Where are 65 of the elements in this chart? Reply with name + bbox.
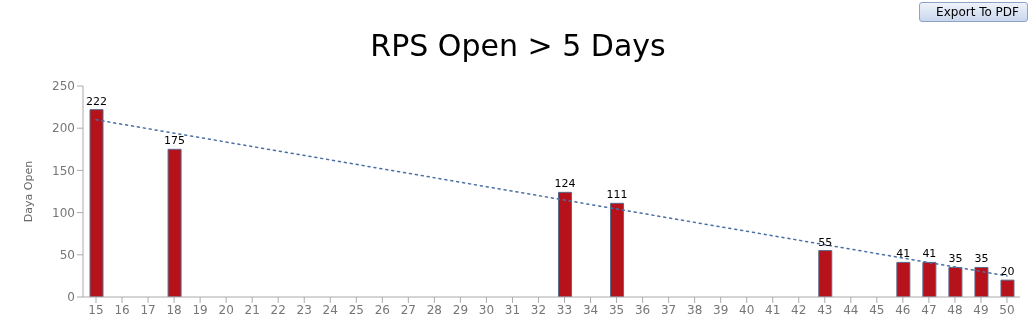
x-tick-label: 46 — [895, 302, 911, 317]
x-tick-label: 26 — [374, 302, 390, 317]
y-tick-label: 0 — [67, 290, 75, 305]
x-tick-label: 15 — [88, 302, 104, 317]
x-tick-label: 41 — [765, 302, 781, 317]
x-tick-label: 22 — [270, 302, 286, 317]
y-axis-title: Daya Open — [21, 160, 35, 223]
y-tick-label: 100 — [52, 205, 75, 220]
x-tick-label: 23 — [296, 302, 312, 317]
x-tick-label: 17 — [140, 302, 156, 317]
x-tick-label: 16 — [114, 302, 130, 317]
bar — [948, 266, 963, 297]
x-tick-label: 38 — [687, 302, 703, 317]
bar — [922, 261, 937, 297]
bar — [1000, 279, 1015, 297]
data-label: 124 — [554, 177, 576, 191]
x-tick-label: 20 — [218, 302, 234, 317]
x-tick-label: 45 — [869, 302, 885, 317]
x-tick-label: 48 — [947, 302, 963, 317]
x-tick-label: 36 — [634, 302, 651, 317]
x-tick-label: 39 — [713, 302, 729, 317]
x-tick-label: 21 — [244, 302, 260, 317]
y-tick-label: 200 — [52, 121, 75, 136]
x-tick-label: 47 — [921, 302, 937, 317]
x-tick-label: 35 — [608, 302, 625, 317]
data-label: 41 — [922, 247, 937, 261]
x-tick-label: 40 — [739, 302, 755, 317]
y-tick-label: 250 — [52, 79, 75, 94]
x-tick-label: 27 — [400, 302, 416, 317]
x-tick-label: 19 — [192, 302, 208, 317]
data-label: 41 — [896, 247, 911, 261]
x-tick-label: 43 — [817, 302, 833, 317]
x-tick-label: 28 — [426, 302, 443, 317]
export-button: Export To PDF — [919, 2, 1028, 22]
y-tick-label: 150 — [52, 163, 75, 178]
x-tick-label: 42 — [791, 302, 807, 317]
data-label: 35 — [948, 252, 963, 266]
bar — [974, 266, 989, 297]
x-tick-label: 32 — [530, 302, 547, 317]
x-tick-label: 49 — [973, 302, 989, 317]
x-tick-label: 37 — [660, 302, 677, 317]
chart-title: RPS Open > 5 Days — [369, 28, 667, 63]
x-tick-label: 30 — [478, 302, 495, 317]
y-tick-label: 50 — [59, 248, 75, 263]
data-label: 175 — [164, 134, 186, 148]
x-tick-label: 34 — [582, 302, 599, 317]
x-tick-label: 31 — [504, 302, 521, 317]
x-tick-label: 44 — [843, 302, 859, 317]
bar — [610, 202, 625, 297]
x-tick-label: 25 — [348, 302, 364, 317]
data-label: 35 — [974, 252, 989, 266]
bar — [558, 191, 572, 297]
bar — [89, 109, 104, 297]
x-tick-label: 18 — [166, 302, 182, 317]
bar — [167, 148, 182, 297]
bar — [896, 261, 911, 297]
bar — [818, 250, 833, 297]
data-label: 55 — [818, 235, 833, 249]
data-label: 222 — [86, 94, 107, 108]
data-label: 111 — [606, 188, 628, 202]
x-tick-label: 50 — [999, 302, 1015, 317]
data-label: 20 — [1000, 265, 1015, 279]
x-tick-label: 33 — [556, 302, 573, 317]
x-tick-label: 29 — [452, 302, 469, 317]
x-tick-label: 24 — [322, 302, 338, 317]
